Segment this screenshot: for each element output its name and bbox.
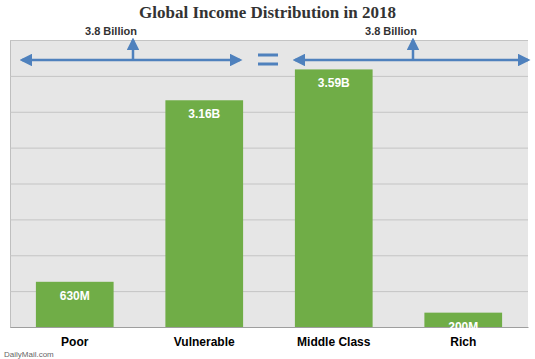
data-label: 630M <box>60 289 90 303</box>
y-axis-line <box>11 41 529 328</box>
annotation: 3.8 Billion <box>365 25 417 37</box>
y-tick <box>10 219 528 220</box>
grid-line <box>10 40 528 41</box>
y-tick <box>10 148 528 149</box>
x-tick: Middle Class <box>297 335 371 349</box>
x-tick-label: Vulnerable <box>174 335 235 349</box>
annotation: 3.8 Billion <box>85 25 137 37</box>
data-labels: 630M 3.16B 3.59B 200M <box>60 76 479 333</box>
annotations: 3.8 Billion 3.8 Billion <box>22 25 528 64</box>
x-tick-label: Middle Class <box>297 335 371 349</box>
bar <box>295 69 373 327</box>
grid-line <box>10 255 528 256</box>
bracket-arrow <box>22 59 240 62</box>
grid-line <box>10 219 528 220</box>
chart: Poor Vulnerable Middle Class Rich 630M 3.16B 3… <box>0 0 535 359</box>
data-label: 3.59B <box>318 76 350 90</box>
x-tick: Poor <box>61 335 89 349</box>
bar <box>36 282 114 327</box>
bracket-arrow <box>295 59 528 62</box>
x-tick-label: Rich <box>450 335 476 349</box>
title: Global Income Distribution in 2018 <box>139 3 396 22</box>
y-tick <box>10 255 528 256</box>
data-label: 200M <box>448 320 478 334</box>
plot-background <box>10 40 528 327</box>
grid-line <box>10 148 528 149</box>
y-axis <box>10 41 528 328</box>
x-tick-label: Poor <box>61 335 89 349</box>
pointer-arrow <box>132 40 135 60</box>
bars <box>36 69 502 327</box>
pointer-arrow <box>412 40 415 60</box>
y-tick <box>10 76 528 77</box>
equals-sign <box>258 54 278 57</box>
equals-sign <box>258 63 278 66</box>
x-tick: Vulnerable <box>174 335 235 349</box>
data-label: 3.16B <box>188 107 220 121</box>
y-tick <box>10 112 528 113</box>
grid-line <box>10 112 528 113</box>
grid-line <box>10 184 528 185</box>
bar <box>165 100 243 327</box>
source: DailyMail.com <box>4 350 54 359</box>
grid-line <box>10 76 528 77</box>
y-tick <box>10 184 528 185</box>
y-tick <box>10 40 528 41</box>
x-tick: Rich <box>450 335 476 349</box>
